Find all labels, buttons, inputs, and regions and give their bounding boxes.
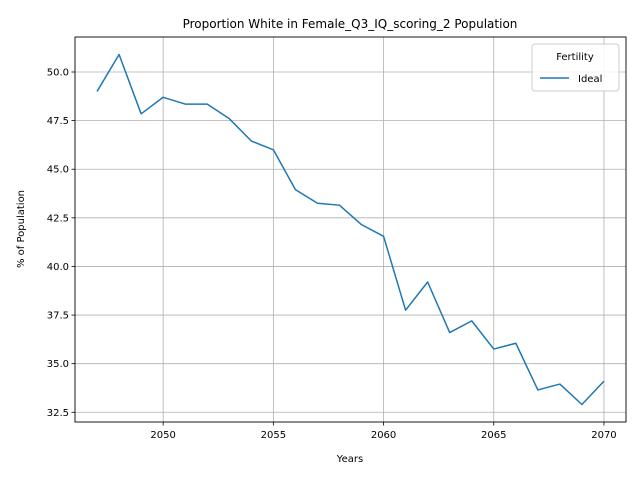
y-axis-label: % of Population xyxy=(16,190,27,268)
legend-label-ideal: Ideal xyxy=(578,74,602,85)
legend: Fertility Ideal xyxy=(531,43,620,92)
legend-title: Fertility xyxy=(556,52,594,63)
x-axis-label: Years xyxy=(336,454,363,465)
x-tick-label: 2060 xyxy=(371,430,396,441)
x-tick-label: 2065 xyxy=(481,430,506,441)
chart-title: Proportion White in Female_Q3_IQ_scoring… xyxy=(183,17,518,31)
y-tick-label: 50.0 xyxy=(47,68,69,79)
x-tick-label: 2070 xyxy=(591,430,616,441)
y-tick-label: 35.0 xyxy=(47,359,69,370)
series-layer xyxy=(96,53,605,406)
y-tick-label: 37.5 xyxy=(47,311,69,322)
y-tick-label: 32.5 xyxy=(47,408,69,419)
legend-box xyxy=(531,43,620,92)
ticks: 2050 2055 2060 2065 2070 32.5 35.0 37.5 40.0 42.5… xyxy=(47,68,617,442)
x-tick-label: 2055 xyxy=(261,430,286,441)
x-tick-label: 2050 xyxy=(150,430,175,441)
y-tick-label: 47.5 xyxy=(47,116,69,127)
grid xyxy=(75,37,626,422)
plot-frame xyxy=(74,36,627,423)
y-tick-label: 45.0 xyxy=(47,165,69,176)
y-tick-label: 42.5 xyxy=(47,213,69,224)
y-tick-label: 40.0 xyxy=(47,262,69,273)
series-line-ideal xyxy=(96,53,605,406)
